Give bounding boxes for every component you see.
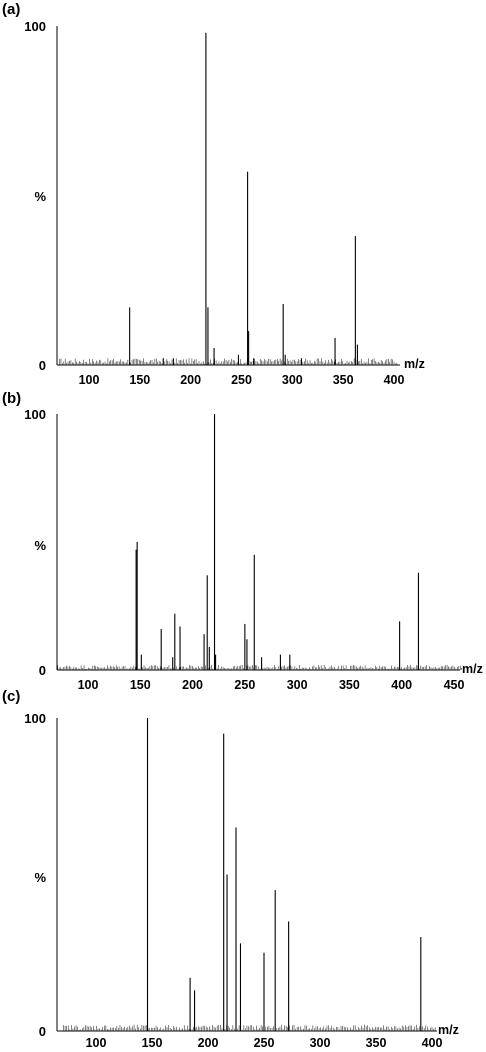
y-tick-label-0: 0 — [39, 358, 46, 373]
x-tick-label: 300 — [282, 373, 303, 387]
x-tick-label: 300 — [310, 1036, 331, 1050]
spectrum-panel-a: (a) 100% 0 100 150 200 250 300 350 400 m/z — [2, 1, 425, 387]
x-tick-label: 350 — [333, 373, 354, 387]
x-tick-label: 350 — [366, 1036, 387, 1050]
y-axis-label: % — [34, 870, 46, 885]
baseline-noise — [57, 664, 463, 670]
x-tick-label: 200 — [182, 678, 203, 692]
x-tick-label: 250 — [234, 678, 255, 692]
x-tick-label: 200 — [180, 373, 201, 387]
x-tick-label: 450 — [444, 678, 465, 692]
x-tick-label: 250 — [231, 373, 252, 387]
x-tick-label: 250 — [254, 1036, 275, 1050]
x-axis-label: m/z — [438, 1023, 459, 1037]
x-tick-label: 150 — [142, 1036, 163, 1050]
y-tick-label-0: 0 — [39, 663, 46, 678]
x-tick-label: 200 — [198, 1036, 219, 1050]
y-tick-label-100: 100 — [24, 711, 46, 726]
x-axis-label: m/z — [404, 357, 425, 371]
y-tick-label-100: 100 — [24, 19, 46, 34]
y-axis-label: % — [34, 189, 46, 204]
x-tick-label: 100 — [79, 373, 100, 387]
panel-label: (a) — [2, 1, 20, 18]
x-tick-label: 150 — [130, 678, 151, 692]
x-tick-label: 350 — [339, 678, 360, 692]
y-tick-label-0: 0 — [39, 1024, 46, 1039]
panel-label: (b) — [2, 390, 21, 407]
x-axis-label: m/z — [462, 662, 483, 676]
x-tick-label: 300 — [287, 678, 308, 692]
x-tick-label: 100 — [78, 678, 99, 692]
y-axis-label: % — [34, 538, 46, 553]
panel-label: (c) — [2, 688, 20, 705]
x-tick-label: 150 — [129, 373, 150, 387]
y-tick-label-100: 100 — [24, 407, 46, 422]
x-tick-label: 400 — [422, 1036, 443, 1050]
baseline-noise — [63, 1024, 436, 1031]
x-tick-label: 100 — [86, 1036, 107, 1050]
baseline-noise — [59, 358, 398, 365]
x-tick-label: 400 — [391, 678, 412, 692]
x-tick-label: 400 — [384, 373, 405, 387]
